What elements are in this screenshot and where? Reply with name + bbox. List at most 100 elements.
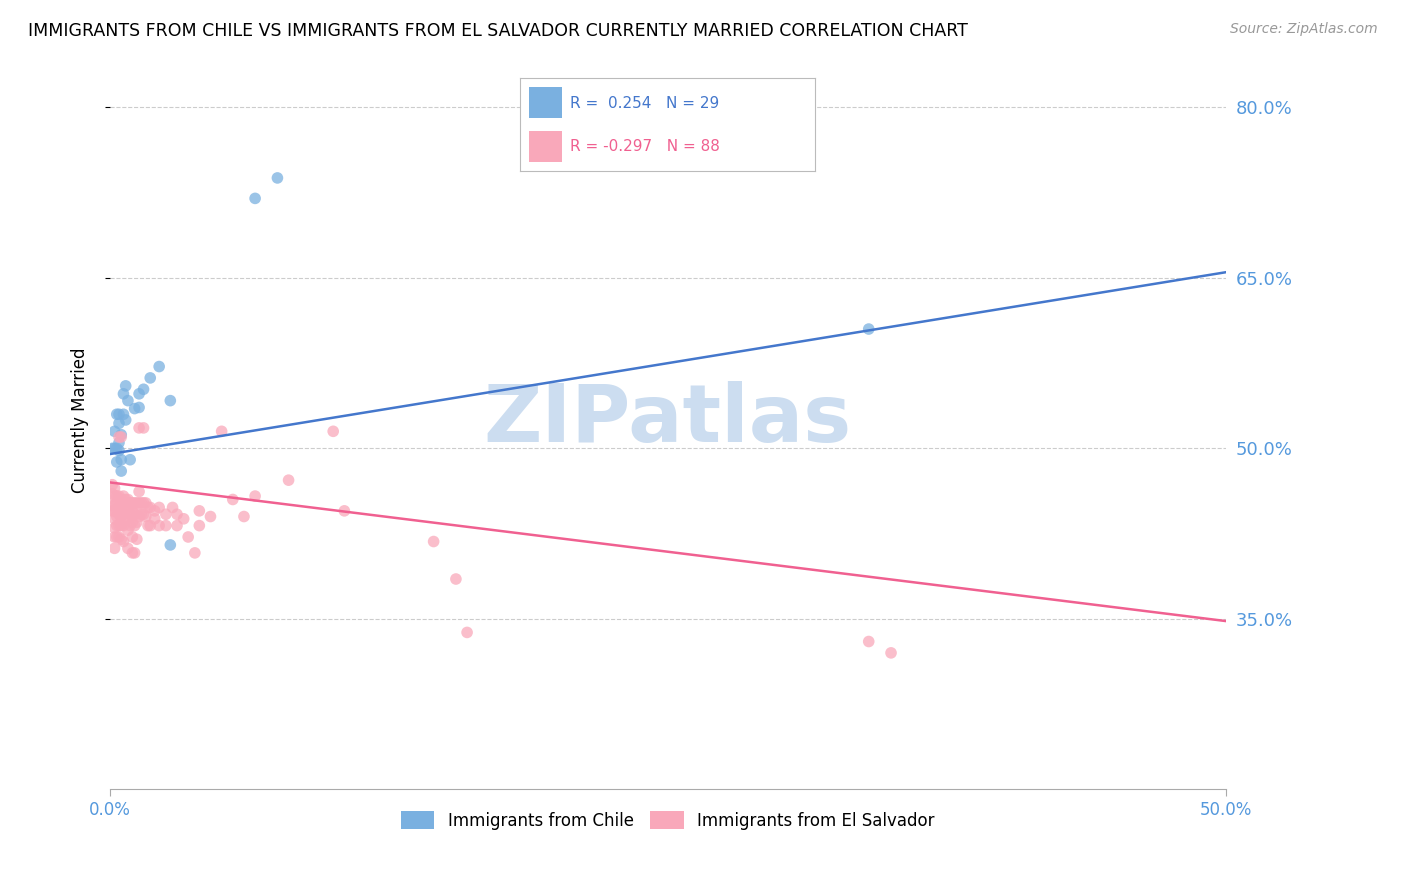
Point [184,546,207,560]
Point [110,492,132,507]
Point [105,489,128,503]
Point [120,496,142,510]
Point [105,455,128,469]
Point [121,530,143,544]
Point [135,509,157,524]
Point [101,442,124,456]
Point [155,518,177,533]
Point [243,489,266,503]
Point [117,541,139,556]
Point [114,413,136,427]
Point [117,393,139,408]
Point [103,481,125,495]
Point [114,512,136,526]
Point [222,492,245,507]
Point [114,492,136,507]
Point [120,518,142,533]
Point [148,500,170,515]
Point [112,407,135,421]
Point [103,425,125,439]
Point [159,393,181,408]
Point [121,515,143,529]
Point [114,379,136,393]
Bar [529,87,561,118]
Point [117,500,139,515]
Point [233,509,256,524]
Point [112,496,135,510]
Point [108,407,131,421]
Point [124,546,146,560]
Text: ZIPatlas: ZIPatlas [484,381,852,459]
Point [132,508,155,522]
Point [121,496,143,510]
Point [143,504,166,518]
Point [188,504,211,518]
Point [132,496,155,510]
Bar [529,131,561,162]
Point [108,430,131,444]
Y-axis label: Currently Married: Currently Married [72,347,89,492]
Point [155,508,177,522]
Point [162,500,184,515]
Point [148,518,170,533]
Point [110,533,132,547]
Point [101,504,124,518]
Point [103,498,125,512]
Point [166,508,188,522]
Point [103,512,125,526]
Text: Source: ZipAtlas.com: Source: ZipAtlas.com [1230,22,1378,37]
Point [105,504,128,518]
Point [112,518,135,533]
Point [117,492,139,507]
Point [148,359,170,374]
Point [108,508,131,522]
Point [277,473,299,487]
Point [108,417,131,431]
Point [858,322,880,336]
Point [105,407,128,421]
Point [103,541,125,556]
Point [110,427,132,442]
Point [114,500,136,515]
Point [108,518,131,533]
Point [101,487,124,501]
Point [105,496,128,510]
Point [103,442,125,456]
Point [211,425,233,439]
Point [117,512,139,526]
Point [266,170,288,185]
Point [880,646,903,660]
Point [101,477,124,491]
Point [139,371,162,385]
Point [108,530,131,544]
Point [125,515,148,529]
Point [136,500,159,515]
Point [422,534,444,549]
Point [456,625,478,640]
Text: R =  0.254   N = 29: R = 0.254 N = 29 [571,95,720,111]
Point [117,523,139,537]
Point [112,386,135,401]
Point [132,382,155,396]
Text: R = -0.297   N = 88: R = -0.297 N = 88 [571,139,720,154]
Point [124,508,146,522]
Point [105,530,128,544]
Point [188,518,211,533]
Point [103,504,125,518]
Point [243,191,266,205]
Point [121,546,143,560]
Point [444,572,467,586]
Point [110,518,132,533]
Legend: Immigrants from Chile, Immigrants from El Salvador: Immigrants from Chile, Immigrants from E… [395,805,942,837]
Point [110,500,132,515]
Point [159,538,181,552]
Point [105,509,128,524]
Point [125,496,148,510]
Point [108,500,131,515]
Point [128,401,150,415]
Point [110,509,132,524]
Point [105,518,128,533]
Point [112,489,135,503]
Point [143,512,166,526]
Point [200,509,222,524]
